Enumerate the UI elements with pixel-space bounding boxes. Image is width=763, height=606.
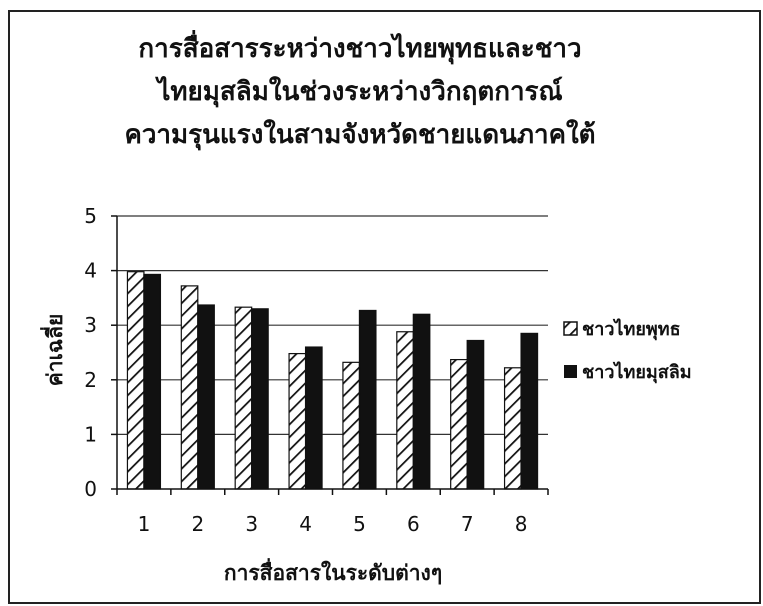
bar-muslim-4 [304,346,323,490]
y-axis-title: ค่าเฉลี่ย [39,314,67,387]
legend-swatch-buddhist [563,321,578,336]
legend-swatch-muslim [564,365,577,378]
bar-muslim-6 [412,313,431,490]
x-axis-title: การสื่อสารในระดับต่างๆ [224,557,442,585]
x-tick-label: 1 [138,512,151,536]
bar-muslim-5 [358,309,377,490]
y-tick-label: 2 [84,368,97,392]
bar-muslim-8 [520,332,539,490]
y-tick-label: 3 [84,313,97,337]
bar-buddhist-8 [503,367,522,490]
y-tick-label: 1 [84,422,97,446]
y-tick-label: 0 [84,477,97,501]
axes [111,215,549,495]
y-tick-label: 5 [84,204,97,228]
legend-label-buddhist: ชาวไทยพุทธ [582,318,681,341]
bar-muslim-7 [466,339,485,490]
y-tick-label: 4 [84,259,97,283]
bar-muslim-1 [143,273,162,490]
x-tick-label: 2 [191,512,204,536]
legend-label-muslim: ชาวไทยมุสลิม [582,361,692,384]
x-tick-label: 8 [515,512,528,536]
x-tick-label: 4 [299,512,312,536]
bars [126,271,539,490]
tick-labels: 0 1 2 3 4 5 1 2 3 4 5 6 7 8 [84,204,527,536]
chart-title-line-1: การสื่อสารระหว่างชาวไทยพุทธและชาว [138,34,582,64]
chart-title: การสื่อสารระหว่างชาวไทยพุทธและชาว ไทยมุส… [60,28,660,157]
legend: ชาวไทยพุทธ ชาวไทยมุสลิม [563,318,692,384]
x-tick-label: 3 [245,512,258,536]
bar-buddhist-3 [234,306,253,490]
bar-buddhist-7 [450,358,468,490]
bar-buddhist-5 [342,361,361,490]
bar-buddhist-6 [396,331,414,490]
chart-title-line-2: ไทยมุสลิมในช่วงระหว่างวิกฤตการณ์ [157,77,563,107]
chart-title-line-3: ความรุนแรงในสามจังหวัดชายแดนภาคใต้ [124,120,596,150]
bar-muslim-2 [197,304,215,490]
bar-buddhist-1 [126,271,145,490]
x-tick-label: 6 [407,512,420,536]
bar-muslim-3 [251,308,269,490]
bar-buddhist-2 [180,285,199,490]
bar-buddhist-4 [288,352,307,490]
x-tick-label: 5 [353,512,366,536]
x-tick-label: 7 [461,512,474,536]
